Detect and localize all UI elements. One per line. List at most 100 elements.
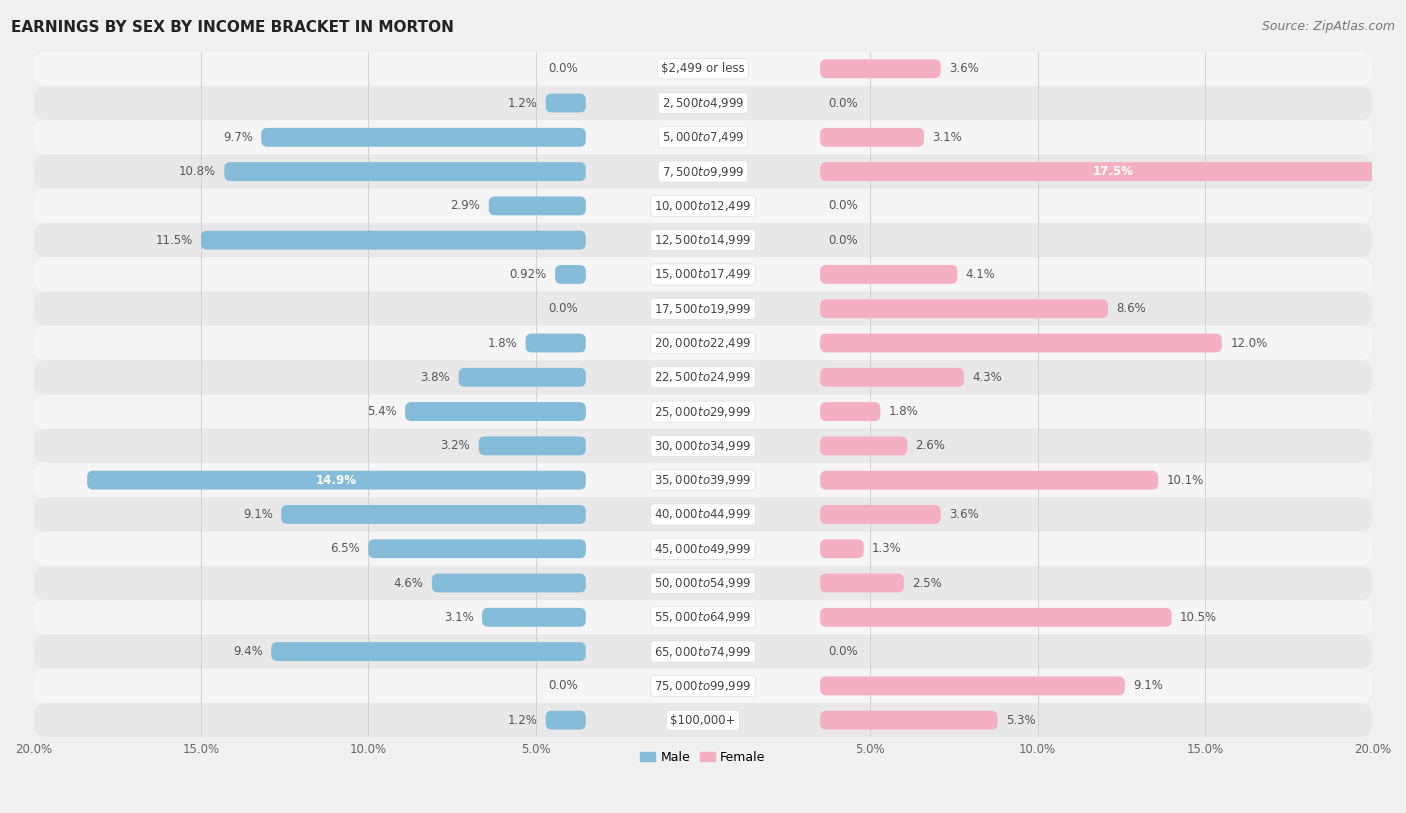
FancyBboxPatch shape <box>34 326 1372 360</box>
Text: $10,000 to $12,499: $10,000 to $12,499 <box>654 199 752 213</box>
FancyBboxPatch shape <box>34 120 1372 154</box>
FancyBboxPatch shape <box>405 402 586 421</box>
FancyBboxPatch shape <box>34 394 1372 428</box>
FancyBboxPatch shape <box>820 367 965 387</box>
FancyBboxPatch shape <box>34 669 1372 703</box>
Text: $50,000 to $54,999: $50,000 to $54,999 <box>654 576 752 590</box>
FancyBboxPatch shape <box>34 498 1372 532</box>
Text: 17.5%: 17.5% <box>1092 165 1133 178</box>
Text: $2,499 or less: $2,499 or less <box>661 63 745 76</box>
Text: 1.8%: 1.8% <box>889 405 918 418</box>
FancyBboxPatch shape <box>820 676 1125 695</box>
FancyBboxPatch shape <box>34 189 1372 223</box>
FancyBboxPatch shape <box>820 505 941 524</box>
FancyBboxPatch shape <box>201 231 586 250</box>
Text: 4.6%: 4.6% <box>394 576 423 589</box>
Text: 10.1%: 10.1% <box>1167 474 1204 487</box>
Text: 0.92%: 0.92% <box>509 268 547 281</box>
Text: 12.0%: 12.0% <box>1230 337 1267 350</box>
Text: 3.6%: 3.6% <box>949 508 979 521</box>
Text: 11.5%: 11.5% <box>155 233 193 246</box>
Text: 0.0%: 0.0% <box>548 63 578 76</box>
FancyBboxPatch shape <box>820 128 924 146</box>
Text: 1.2%: 1.2% <box>508 97 537 110</box>
Text: 0.0%: 0.0% <box>828 199 858 212</box>
FancyBboxPatch shape <box>820 402 880 421</box>
FancyBboxPatch shape <box>34 223 1372 257</box>
FancyBboxPatch shape <box>34 703 1372 737</box>
Text: $12,500 to $14,999: $12,500 to $14,999 <box>654 233 752 247</box>
Text: 0.0%: 0.0% <box>828 97 858 110</box>
Text: $35,000 to $39,999: $35,000 to $39,999 <box>654 473 752 487</box>
FancyBboxPatch shape <box>820 437 907 455</box>
FancyBboxPatch shape <box>34 86 1372 120</box>
FancyBboxPatch shape <box>34 154 1372 189</box>
Text: 4.1%: 4.1% <box>966 268 995 281</box>
Text: $65,000 to $74,999: $65,000 to $74,999 <box>654 645 752 659</box>
FancyBboxPatch shape <box>820 299 1108 318</box>
FancyBboxPatch shape <box>820 265 957 284</box>
FancyBboxPatch shape <box>432 574 586 593</box>
Text: 0.0%: 0.0% <box>548 302 578 315</box>
Text: 14.9%: 14.9% <box>316 474 357 487</box>
Text: $5,000 to $7,499: $5,000 to $7,499 <box>662 130 744 144</box>
Text: $17,500 to $19,999: $17,500 to $19,999 <box>654 302 752 315</box>
FancyBboxPatch shape <box>271 642 586 661</box>
FancyBboxPatch shape <box>87 471 586 489</box>
Text: 9.1%: 9.1% <box>243 508 273 521</box>
Text: $40,000 to $44,999: $40,000 to $44,999 <box>654 507 752 521</box>
Text: 0.0%: 0.0% <box>548 680 578 693</box>
Text: 3.2%: 3.2% <box>440 439 471 452</box>
FancyBboxPatch shape <box>482 608 586 627</box>
Text: 10.8%: 10.8% <box>179 165 217 178</box>
FancyBboxPatch shape <box>820 711 997 729</box>
FancyBboxPatch shape <box>34 257 1372 292</box>
Text: $2,500 to $4,999: $2,500 to $4,999 <box>662 96 744 110</box>
Text: $15,000 to $17,499: $15,000 to $17,499 <box>654 267 752 281</box>
Text: EARNINGS BY SEX BY INCOME BRACKET IN MORTON: EARNINGS BY SEX BY INCOME BRACKET IN MOR… <box>11 20 454 35</box>
Text: 6.5%: 6.5% <box>330 542 360 555</box>
FancyBboxPatch shape <box>34 600 1372 634</box>
Text: $75,000 to $99,999: $75,000 to $99,999 <box>654 679 752 693</box>
FancyBboxPatch shape <box>555 265 586 284</box>
Text: 1.2%: 1.2% <box>508 714 537 727</box>
Text: 9.1%: 9.1% <box>1133 680 1163 693</box>
FancyBboxPatch shape <box>820 333 1222 353</box>
FancyBboxPatch shape <box>34 532 1372 566</box>
FancyBboxPatch shape <box>546 711 586 729</box>
FancyBboxPatch shape <box>820 471 1159 489</box>
Text: 3.6%: 3.6% <box>949 63 979 76</box>
FancyBboxPatch shape <box>546 93 586 112</box>
FancyBboxPatch shape <box>34 51 1372 86</box>
Text: 3.1%: 3.1% <box>932 131 962 144</box>
Text: Source: ZipAtlas.com: Source: ZipAtlas.com <box>1261 20 1395 33</box>
Text: 8.6%: 8.6% <box>1116 302 1146 315</box>
FancyBboxPatch shape <box>820 608 1171 627</box>
Legend: Male, Female: Male, Female <box>636 746 770 769</box>
Text: 2.6%: 2.6% <box>915 439 945 452</box>
Text: $20,000 to $22,499: $20,000 to $22,499 <box>654 336 752 350</box>
FancyBboxPatch shape <box>34 292 1372 326</box>
FancyBboxPatch shape <box>34 566 1372 600</box>
FancyBboxPatch shape <box>34 634 1372 669</box>
FancyBboxPatch shape <box>281 505 586 524</box>
Text: $45,000 to $49,999: $45,000 to $49,999 <box>654 541 752 556</box>
Text: $100,000+: $100,000+ <box>671 714 735 727</box>
FancyBboxPatch shape <box>820 162 1406 181</box>
FancyBboxPatch shape <box>820 59 941 78</box>
Text: 10.5%: 10.5% <box>1180 611 1218 624</box>
FancyBboxPatch shape <box>489 197 586 215</box>
Text: $55,000 to $64,999: $55,000 to $64,999 <box>654 611 752 624</box>
Text: $30,000 to $34,999: $30,000 to $34,999 <box>654 439 752 453</box>
FancyBboxPatch shape <box>34 360 1372 394</box>
Text: 5.4%: 5.4% <box>367 405 396 418</box>
Text: 2.5%: 2.5% <box>912 576 942 589</box>
Text: $25,000 to $29,999: $25,000 to $29,999 <box>654 405 752 419</box>
Text: 5.3%: 5.3% <box>1005 714 1036 727</box>
Text: 9.7%: 9.7% <box>224 131 253 144</box>
FancyBboxPatch shape <box>526 333 586 353</box>
FancyBboxPatch shape <box>225 162 586 181</box>
FancyBboxPatch shape <box>34 463 1372 498</box>
Text: $7,500 to $9,999: $7,500 to $9,999 <box>662 164 744 179</box>
Text: 3.1%: 3.1% <box>444 611 474 624</box>
